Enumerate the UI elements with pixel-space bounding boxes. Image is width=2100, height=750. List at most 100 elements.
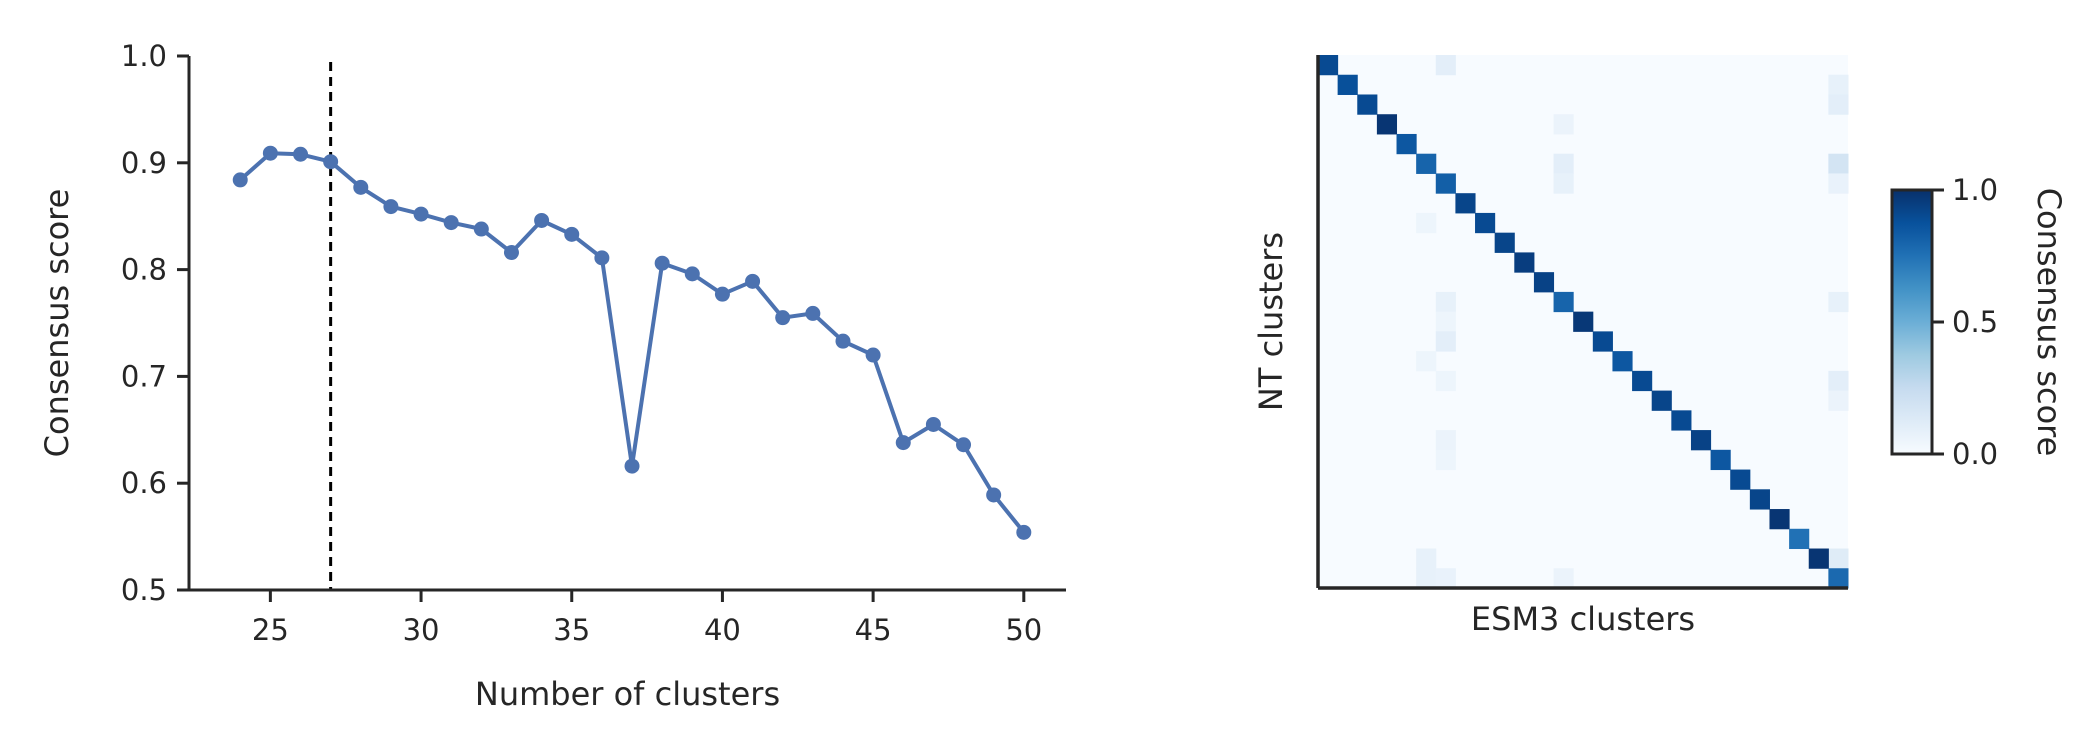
- heatmap-diagonal-cell: [1533, 272, 1555, 293]
- heatmap-cell: [1553, 114, 1574, 135]
- heatmap-diagonal-cell: [1553, 291, 1574, 313]
- heatmap-x-axis-label: ESM3 clusters: [1471, 600, 1695, 638]
- data-point: [895, 435, 911, 451]
- y-tick-label: 0.6: [121, 466, 167, 500]
- heatmap-y-axis-label: NT clusters: [1252, 232, 1290, 411]
- heatmap-cell: [1828, 390, 1849, 411]
- heatmap-cell: [1416, 212, 1437, 234]
- x-tick-label: 45: [855, 613, 892, 647]
- heatmap-diagonal-cell: [1435, 173, 1456, 194]
- heatmap-cell: [1828, 153, 1849, 174]
- data-point: [986, 487, 1002, 503]
- heatmap-cell: [1435, 291, 1456, 313]
- heatmap-diagonal-cell: [1416, 153, 1437, 174]
- heatmap-diagonal-cell: [1475, 212, 1496, 234]
- heatmap-diagonal-cell: [1789, 528, 1810, 550]
- heatmap-diagonal-cell: [1494, 232, 1515, 253]
- data-point: [714, 286, 730, 302]
- heatmap-diagonal-cell: [1710, 449, 1731, 471]
- x-tick-label: 30: [403, 613, 440, 647]
- colorbar-ticks: 0.0 0.5 1.0: [1932, 173, 1998, 471]
- data-point: [745, 273, 761, 289]
- heatmap-cell: [1828, 74, 1849, 95]
- heatmap-cell: [1435, 55, 1456, 76]
- consensus-series-points: [232, 145, 1032, 540]
- y-tick-label: 0.7: [121, 359, 167, 393]
- x-tick-label: 40: [704, 613, 741, 647]
- heatmap-diagonal-cell: [1808, 548, 1829, 569]
- x-tick-label: 25: [252, 613, 289, 647]
- heatmap-cell: [1435, 568, 1456, 589]
- heatmap-diagonal-cell: [1828, 568, 1849, 589]
- data-point: [1016, 524, 1032, 540]
- x-axis-label: Number of clusters: [475, 675, 780, 713]
- data-point: [383, 199, 399, 215]
- consensus-line-chart: 0.5 0.6 0.7 0.8 0.9 1.0 25 30 35 40 45 50 Number o…: [38, 39, 1066, 713]
- data-point: [293, 146, 309, 162]
- data-point: [323, 154, 339, 170]
- heatmap-cell: [1416, 548, 1437, 569]
- heatmap-cell: [1435, 331, 1456, 352]
- heatmap-cell: [1416, 351, 1437, 372]
- heatmap-diagonal-cell: [1632, 370, 1653, 392]
- data-point: [262, 145, 278, 161]
- heatmap-cell: [1435, 311, 1456, 332]
- heatmap-diagonal-cell: [1396, 133, 1417, 155]
- y-tick-label: 1.0: [121, 39, 167, 73]
- colorbar-tick-label: 1.0: [1952, 173, 1998, 207]
- heatmap-diagonal-cell: [1357, 94, 1378, 115]
- heatmap-diagonal-cell: [1318, 55, 1339, 76]
- heatmap-diagonal-cell: [1573, 311, 1594, 332]
- data-point: [865, 347, 881, 363]
- data-point: [594, 250, 610, 266]
- heatmap-cell: [1828, 94, 1849, 115]
- data-point: [654, 255, 670, 271]
- heatmap-diagonal-cell: [1749, 489, 1770, 510]
- heatmap-cell: [1435, 430, 1456, 451]
- x-axis-ticks: 25 30 35 40 45 50: [252, 590, 1042, 647]
- data-point: [534, 212, 550, 228]
- colorbar-gradient: [1892, 190, 1932, 454]
- heatmap-cell: [1435, 449, 1456, 471]
- heatmap-diagonal-cell: [1592, 331, 1613, 352]
- x-tick-label: 50: [1005, 613, 1042, 647]
- heatmap-cell: [1435, 370, 1456, 392]
- heatmap-diagonal-cell: [1337, 74, 1358, 95]
- data-point: [624, 458, 640, 474]
- heatmap-diagonal-cell: [1455, 193, 1476, 214]
- heatmap-cell: [1828, 370, 1849, 392]
- data-point: [956, 437, 972, 453]
- heatmap-diagonal-cell: [1690, 430, 1712, 451]
- heatmap-cells: [1318, 55, 1849, 589]
- data-point: [232, 172, 248, 188]
- heatmap-cell: [1828, 548, 1849, 569]
- data-point: [503, 245, 519, 261]
- consensus-heatmap: ESM3 clusters NT clusters: [1252, 55, 1849, 638]
- data-point: [413, 206, 429, 222]
- heatmap-diagonal-cell: [1514, 252, 1535, 273]
- colorbar: 0.0 0.5 1.0 Consensus score: [1890, 173, 2068, 471]
- y-axis-label: Consensus score: [38, 189, 76, 458]
- y-tick-label: 0.9: [121, 146, 167, 180]
- heatmap-cell: [1828, 173, 1849, 194]
- y-axis-ticks: 0.5 0.6 0.7 0.8 0.9 1.0: [121, 39, 189, 607]
- heatmap-diagonal-cell: [1376, 114, 1398, 135]
- heatmap-cell: [1553, 153, 1574, 174]
- heatmap-cell: [1828, 291, 1849, 313]
- heatmap-cell: [1416, 568, 1437, 589]
- heatmap-diagonal-cell: [1730, 469, 1751, 490]
- heatmap-diagonal-cell: [1769, 509, 1790, 530]
- data-point: [564, 226, 580, 242]
- data-point: [775, 310, 791, 326]
- data-point: [925, 416, 941, 432]
- colorbar-label: Consensus score: [2030, 188, 2068, 457]
- data-point: [684, 266, 700, 282]
- consensus-series-line: [238, 151, 1026, 534]
- x-tick-label: 35: [553, 613, 590, 647]
- data-point: [443, 215, 459, 231]
- y-tick-label: 0.5: [121, 573, 167, 607]
- heatmap-diagonal-cell: [1671, 410, 1692, 431]
- heatmap-diagonal-cell: [1612, 351, 1633, 372]
- heatmap-cell: [1553, 173, 1574, 194]
